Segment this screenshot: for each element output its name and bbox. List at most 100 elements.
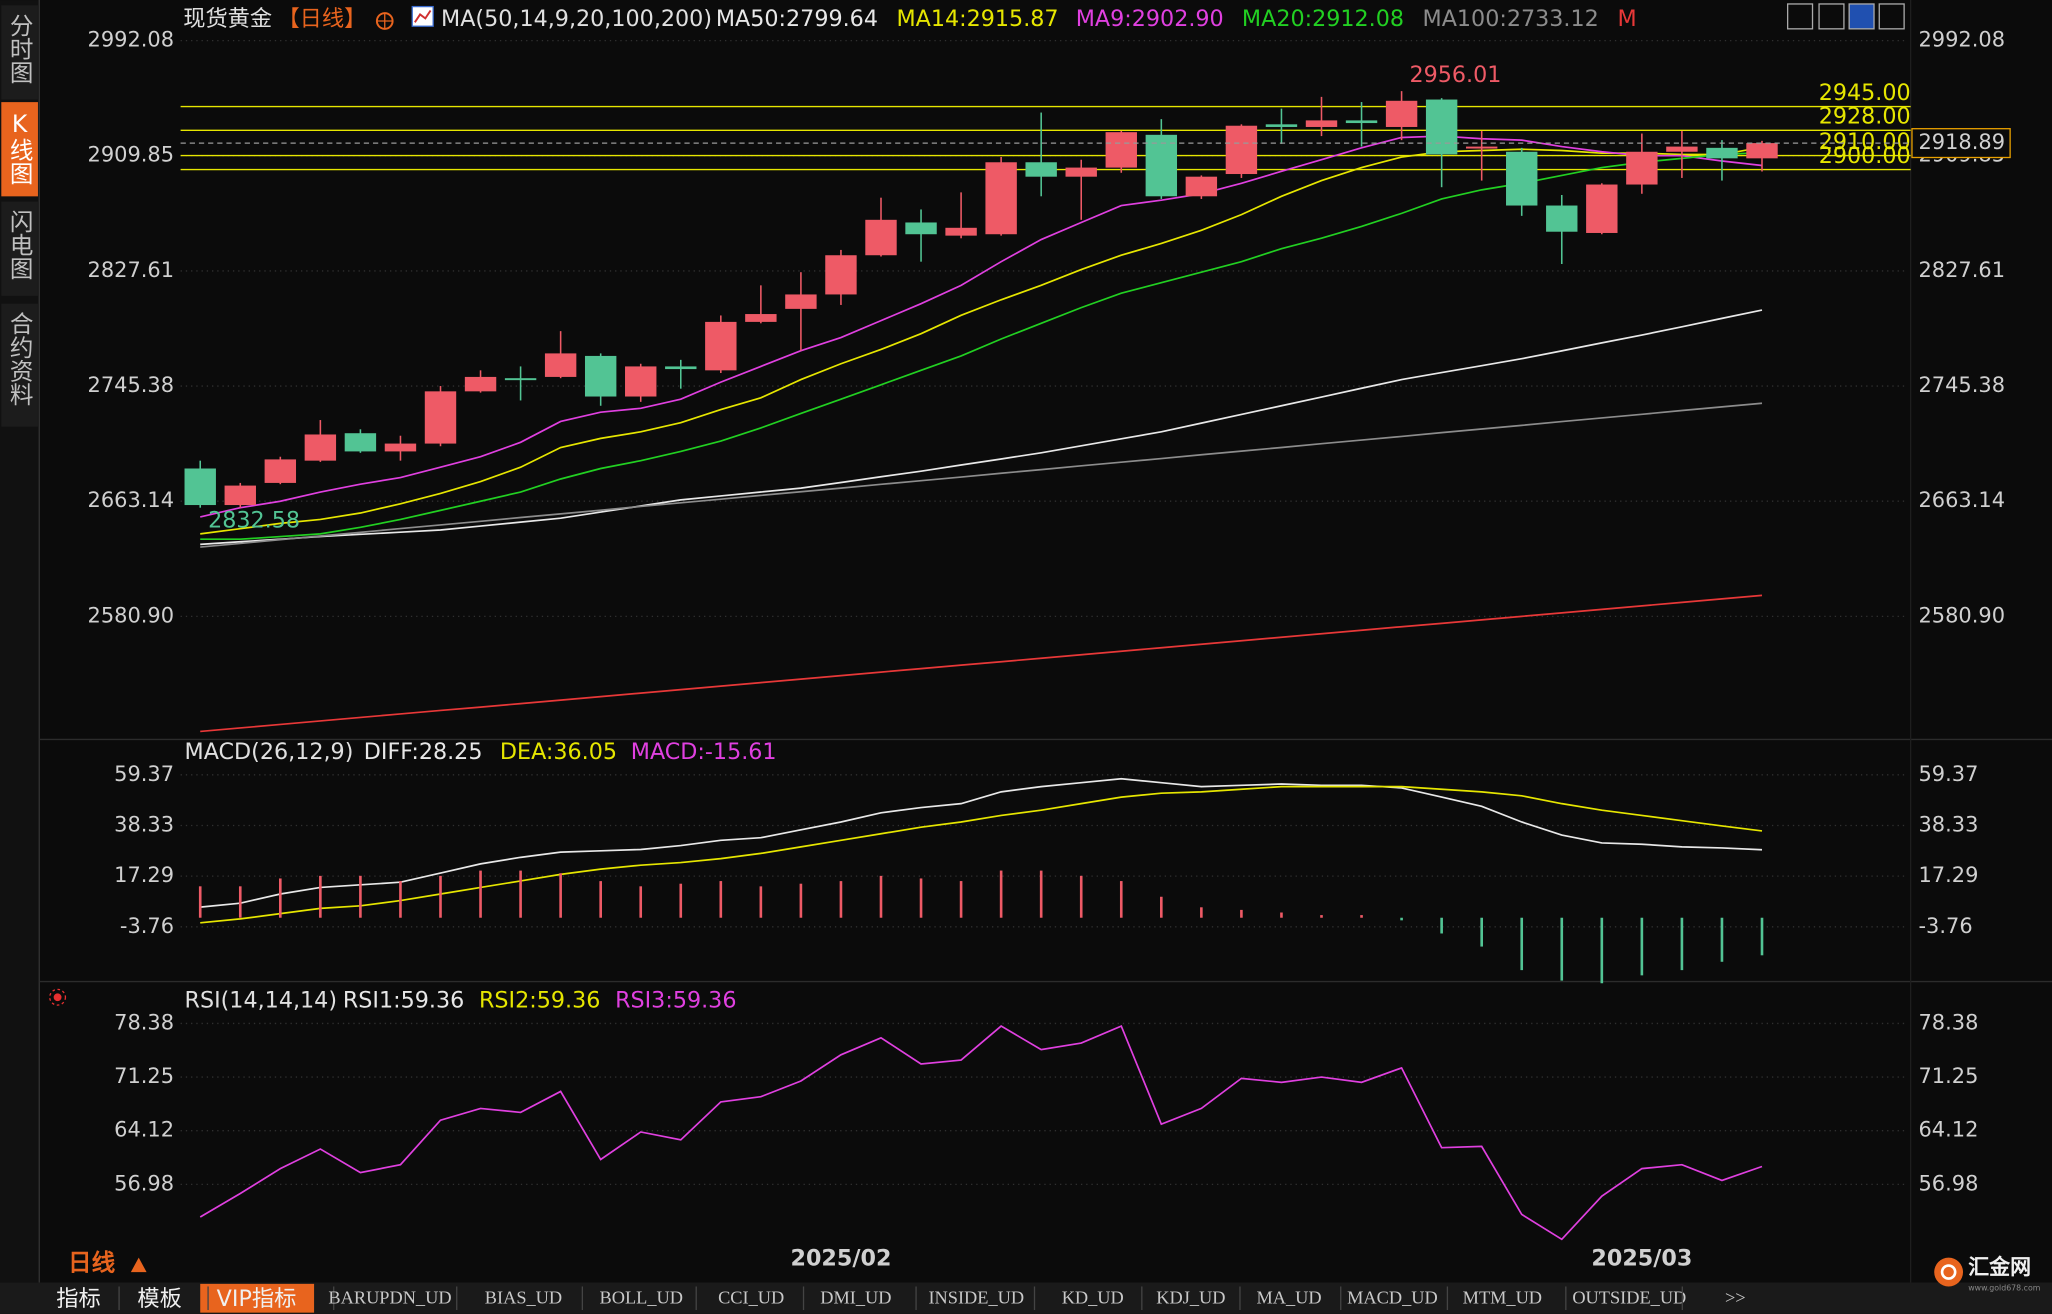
candle-body <box>745 314 777 322</box>
period-label[interactable]: 日线 <box>68 1249 116 1277</box>
sidebar-tab-label: 合约资料 <box>6 311 34 406</box>
candle-body <box>1145 134 1178 197</box>
toolbar-tab[interactable]: 模板 <box>137 1286 181 1312</box>
legend-entry: MA20:2912.08 <box>1242 6 1404 32</box>
control-icon[interactable] <box>1786 3 1814 30</box>
y-tick-label: 2992.08 <box>88 28 175 52</box>
control-icon[interactable] <box>1878 3 1905 30</box>
y-tick-label: 59.37 <box>114 762 174 786</box>
toolbar-tab[interactable]: CCI_UD <box>718 1288 784 1308</box>
chart-title: MACD(26,12,9) <box>185 739 354 765</box>
candle-body <box>504 378 537 381</box>
y-tick-label-right: 2992.08 <box>1919 28 2006 52</box>
candle-body <box>1305 120 1338 127</box>
y-tick-label-right: 2663.14 <box>1919 488 2006 512</box>
indicator-icon <box>414 9 432 23</box>
candle-body <box>705 321 737 371</box>
window-controls <box>1786 3 1905 30</box>
legend-entry: MACD:-15.61 <box>631 739 777 765</box>
candle-body <box>224 485 256 506</box>
candle-body <box>945 227 977 236</box>
candle-body <box>1425 99 1458 155</box>
x-tick-label: 2025/03 <box>1591 1245 1692 1271</box>
x-tick-label: 2025/02 <box>790 1245 891 1271</box>
toolbar-tab[interactable]: BARUPDN_UD <box>328 1288 451 1308</box>
sidebar-tab[interactable] <box>1 303 38 427</box>
price-line-label: 2928.00 <box>1819 104 1911 130</box>
toolbar-tab[interactable]: BOLL_UD <box>600 1288 683 1308</box>
y-tick-label: 2745.38 <box>88 373 175 397</box>
candle-body <box>1025 162 1057 177</box>
toolbar-tab[interactable]: MA_UD <box>1256 1288 1321 1308</box>
y-tick-label-right: 2827.61 <box>1919 258 2006 282</box>
y-tick-label-right: 38.33 <box>1919 812 1979 836</box>
y-tick-label-right: 17.29 <box>1919 863 1979 887</box>
toolbar-tab[interactable]: KDJ_UD <box>1156 1288 1225 1308</box>
legend-entry: MA14:2915.87 <box>896 6 1058 32</box>
toolbar-tab[interactable]: OUTSIDE_UD <box>1572 1288 1686 1308</box>
toolbar-tab[interactable]: BIAS_UD <box>485 1288 562 1308</box>
toolbar-tab[interactable]: >> <box>1725 1288 1746 1308</box>
toolbar-tab-active <box>200 1283 315 1313</box>
y-tick-label: 78.38 <box>114 1010 174 1034</box>
logo-name: 汇金网 <box>1968 1255 2031 1279</box>
price-line-label: 2910.00 <box>1819 129 1911 155</box>
y-tick-label: 56.98 <box>114 1171 174 1195</box>
sidebar-tab[interactable] <box>1 5 38 100</box>
control-icon[interactable] <box>1818 3 1845 30</box>
toolbar-tab[interactable]: MACD_UD <box>1347 1288 1438 1308</box>
candle-body <box>384 443 417 452</box>
y-tick-label-right: 78.38 <box>1919 1010 1979 1034</box>
high-label: 2956.01 <box>1409 62 1501 88</box>
price-line-label: 2900.00 <box>1819 143 1911 169</box>
toolbar-tab[interactable]: MTM_UD <box>1463 1288 1542 1308</box>
toolbar-tab[interactable]: VIP指标 <box>217 1286 297 1312</box>
price-line-label: 2945.00 <box>1819 80 1911 106</box>
chart-title: 现货黄金 <box>183 6 272 32</box>
ma-line <box>200 594 1763 733</box>
toolbar-tab[interactable]: INSIDE_UD <box>928 1288 1024 1308</box>
last-price-label: 2918.89 <box>1919 130 2006 154</box>
y-tick-label: 2663.14 <box>88 488 175 512</box>
rsi-icon <box>53 993 62 1002</box>
sidebar-tab[interactable] <box>1 102 38 197</box>
candle-body <box>1706 147 1738 159</box>
ma-line <box>200 402 1763 548</box>
control-icon[interactable] <box>1848 3 1875 30</box>
toolbar-tab[interactable]: KD_UD <box>1062 1288 1124 1308</box>
toolbar-tab[interactable]: DMI_UD <box>820 1288 891 1308</box>
y-tick-label-right: 2580.90 <box>1919 603 2006 627</box>
toolbar-tab[interactable]: 指标 <box>56 1286 100 1312</box>
candle-body <box>985 162 1017 235</box>
y-tick-label: 2827.61 <box>88 258 175 282</box>
candle-body <box>1465 146 1498 149</box>
period-arrow[interactable] <box>130 1257 147 1273</box>
y-tick-label-right: -3.76 <box>1919 914 1973 938</box>
candle-body <box>825 255 857 295</box>
ma-line <box>200 151 1763 541</box>
candle-body <box>304 434 337 461</box>
candle-body <box>1506 151 1538 206</box>
y-tick-label-right: 64.12 <box>1919 1118 1979 1142</box>
rsi-line <box>199 1024 1763 1241</box>
candle-body <box>1265 124 1298 127</box>
ma-line <box>200 146 1763 535</box>
candle-body <box>544 353 577 377</box>
candle-body <box>1666 146 1698 152</box>
sidebar-tab[interactable] <box>1 201 38 296</box>
low-label: 2832.58 <box>208 507 300 533</box>
logo-url: www.gold678.com <box>1968 1283 2040 1292</box>
rsi-icon <box>49 988 67 1006</box>
toolbar <box>0 1282 2052 1314</box>
candle-body <box>1586 184 1618 233</box>
logo-icon <box>1940 1264 1957 1280</box>
candle-body <box>625 366 657 397</box>
ma-line <box>200 309 1763 546</box>
legend-entry: M <box>1618 6 1637 32</box>
candle-body <box>464 376 497 392</box>
candle-body <box>1185 176 1218 197</box>
y-tick-label-right: 59.37 <box>1919 762 1979 786</box>
legend-entry: DEA:36.05 <box>500 739 617 765</box>
